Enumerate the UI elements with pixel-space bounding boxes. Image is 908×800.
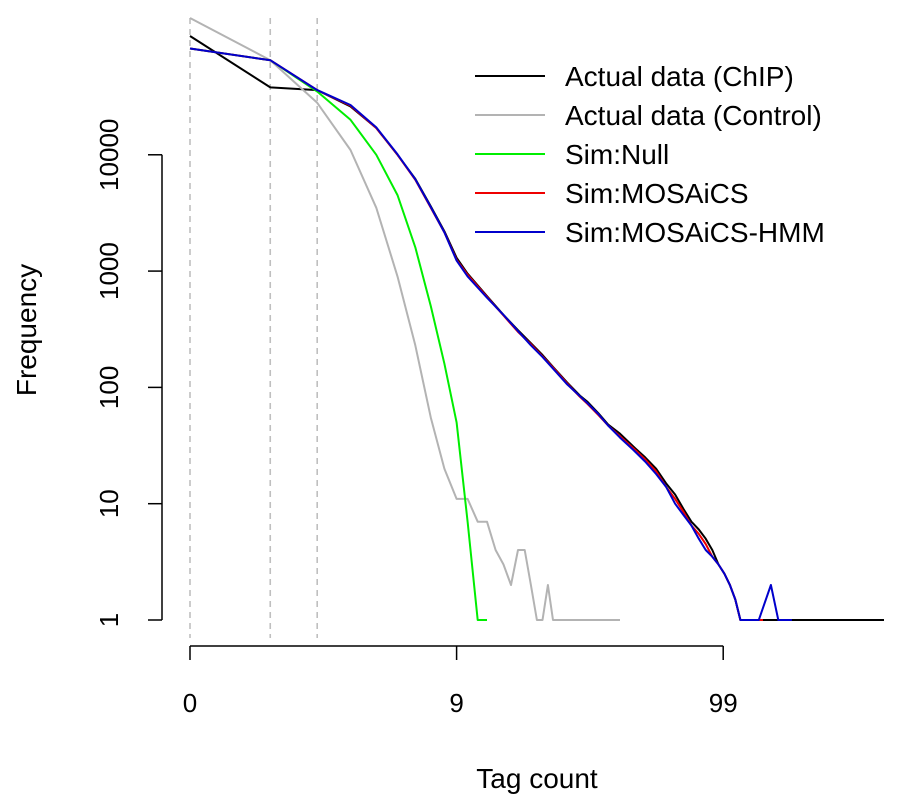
reference-lines <box>189 18 319 638</box>
y-tick-label: 100 <box>94 366 124 409</box>
legend: Actual data (ChIP) Actual data (Control) S… <box>475 61 825 248</box>
y-tick-label: 10 <box>94 489 124 518</box>
legend-label: Actual data (Control) <box>565 100 822 131</box>
y-axis: 1 10 100 1000 10000 <box>94 119 163 627</box>
series-line-2 <box>189 47 487 621</box>
x-axis-title: Tag count <box>476 763 598 794</box>
legend-label: Sim:MOSAiCS <box>565 178 749 209</box>
y-axis-title: Frequency <box>11 264 42 396</box>
series-line-4 <box>189 47 792 621</box>
x-axis: 0 9 99 <box>183 645 738 718</box>
y-tick-label: 1000 <box>94 242 124 300</box>
x-tick-label: 99 <box>709 688 738 718</box>
series-line-1 <box>189 17 620 621</box>
y-tick-label: 10000 <box>94 119 124 191</box>
x-tick-label: 0 <box>183 688 197 718</box>
x-tick-label: 9 <box>449 688 463 718</box>
legend-label: Sim:MOSAiCS-HMM <box>565 217 825 248</box>
y-tick-label: 1 <box>94 613 124 627</box>
legend-label: Sim:Null <box>565 139 669 170</box>
series-lines <box>189 17 884 621</box>
legend-label: Actual data (ChIP) <box>565 61 794 92</box>
series-line-3 <box>189 47 763 621</box>
